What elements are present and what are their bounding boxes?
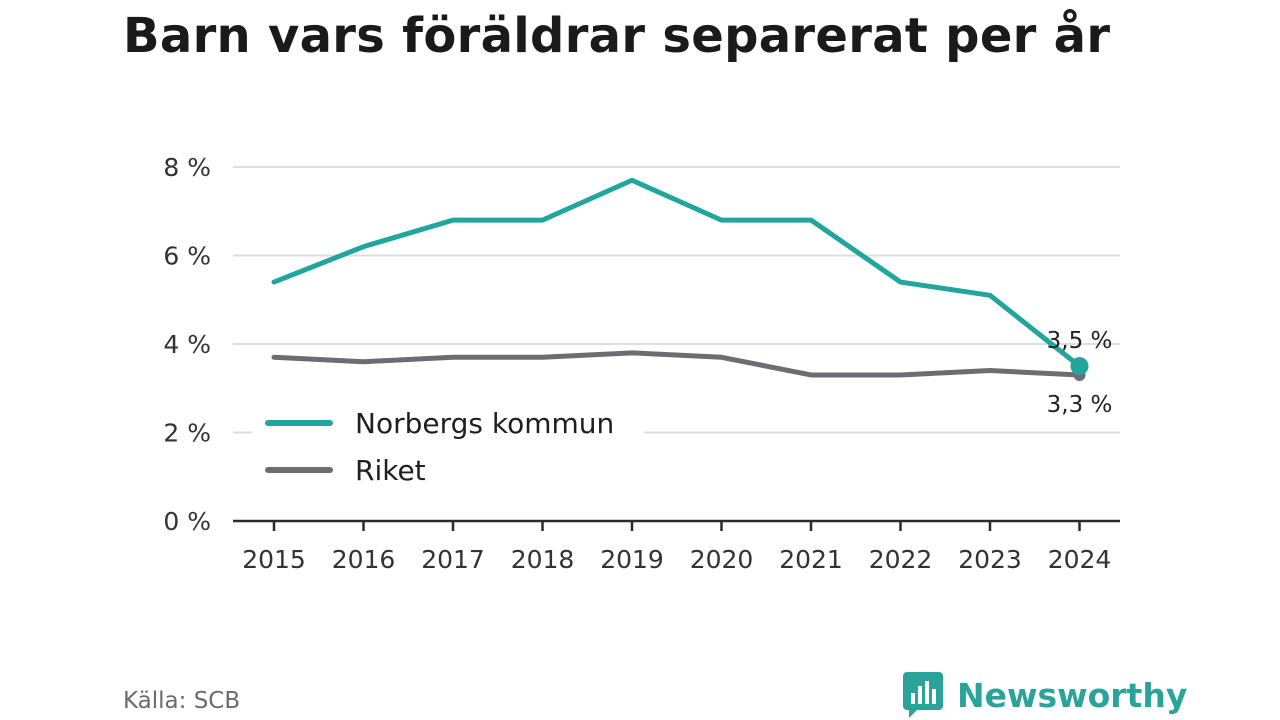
x-tick-label: 2019 [600, 545, 664, 574]
x-tick-label: 2015 [242, 545, 306, 574]
end-marker-norbergs-kommun [1070, 357, 1089, 376]
series-line-norbergs-kommun [271, 177, 1082, 369]
legend-label-riket: Riket [355, 454, 426, 487]
chart-title: Barn vars föräldrar separerat per år [123, 8, 1111, 64]
source-note: Källa: SCB [123, 688, 241, 714]
x-tick-label: 2022 [869, 545, 933, 574]
end-label-riket: 3,3 % [1047, 392, 1113, 418]
brand-name: Newsworthy [957, 675, 1188, 715]
brand-logo: Newsworthy [903, 672, 1187, 718]
x-tick-label: 2017 [421, 545, 485, 574]
legend-label-norbergs-kommun: Norbergs kommun [355, 407, 614, 440]
x-tick-label: 2020 [690, 545, 754, 574]
x-tick-label: 2024 [1048, 545, 1112, 574]
x-tick-label: 2018 [511, 545, 575, 574]
x-tick-label: 2021 [779, 545, 843, 574]
end-label-norbergs-kommun: 3,5 % [1047, 328, 1113, 354]
y-tick-label: 4 % [163, 330, 211, 359]
newsworthy-logo-icon [903, 672, 943, 718]
y-tick-label: 6 % [163, 242, 211, 271]
y-tick-label: 0 % [163, 507, 211, 536]
legend-background [252, 401, 644, 493]
x-tick-label: 2023 [958, 545, 1022, 574]
x-tick-label: 2016 [332, 545, 396, 574]
series-line-riket [271, 350, 1082, 378]
y-tick-label: 8 % [163, 153, 211, 182]
y-tick-label: 2 % [163, 419, 211, 448]
